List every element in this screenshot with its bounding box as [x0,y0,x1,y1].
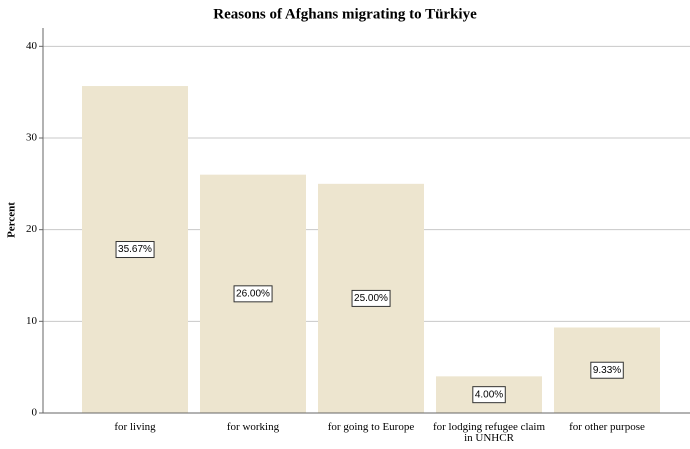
y-tick-label: 20 [26,223,38,235]
value-label-box [472,386,506,404]
x-tick-label: for working [226,421,280,433]
value-label: 25.00% [354,293,388,304]
x-tick-label: for going to Europe [327,421,415,433]
value-label: 9.33% [593,365,621,376]
value-label-box [351,289,391,307]
y-tick-label: 40 [26,40,38,52]
value-label: 35.67% [118,244,152,255]
value-label: 4.00% [475,389,503,400]
x-tick-label: for other purpose [569,421,645,433]
x-tick-label: for lodging refugee claim in UNHCR [432,421,546,444]
value-label-box [115,241,155,259]
y-axis-label: Percent [6,202,18,238]
y-tick-label: 0 [32,407,38,419]
value-label: 26.00% [236,288,270,299]
value-label-box [233,285,273,303]
x-tick-label: for living [114,421,156,433]
chart-title: Reasons of Afghans migrating to Türkiye [213,6,477,22]
y-tick-label: 10 [26,315,38,327]
value-label-box [590,361,624,379]
y-tick-label: 30 [26,132,38,144]
